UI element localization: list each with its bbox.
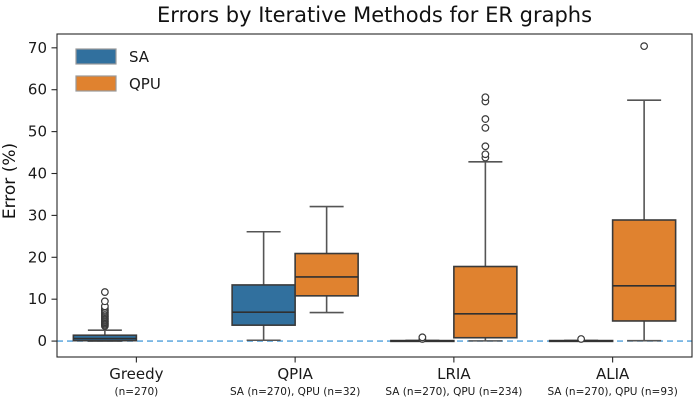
box-group-alia-qpu: [611, 42, 677, 342]
y-tick-label: 20: [28, 248, 47, 266]
x-category-label: ALIA: [596, 365, 630, 383]
y-tick-label: 10: [28, 290, 47, 308]
y-tick-label: 30: [28, 206, 47, 224]
box-group-qpia-sa: [231, 230, 296, 342]
outlier-point: [640, 42, 649, 51]
x-category-sublabel: (n=270): [115, 386, 159, 398]
outlier-point: [100, 288, 109, 296]
outlier-point: [481, 150, 490, 159]
iqr-box: [453, 265, 518, 339]
outlier-point: [418, 333, 427, 342]
box-group-greedy-sa: [72, 288, 138, 342]
x-category-label: LRIA: [437, 365, 471, 383]
box-group-lria-sa: [390, 333, 455, 343]
x-category-sublabel: SA (n=270), QPU (n=32): [230, 386, 360, 398]
legend-label-qpu: QPU: [129, 75, 161, 93]
outlier-point: [481, 142, 490, 151]
x-category-sublabel: SA (n=270), QPU (n=93): [547, 386, 677, 398]
box-group-lria-qpu: [453, 93, 518, 342]
outlier-point: [481, 115, 490, 123]
box-group-qpia-qpu: [294, 205, 359, 314]
iqr-box: [231, 284, 296, 326]
y-tick-label: 70: [28, 39, 47, 57]
plot-frame: [56, 33, 693, 358]
legend-swatch-sa: [75, 48, 117, 65]
iqr-box: [294, 252, 359, 297]
legend-swatch-qpu: [75, 75, 117, 92]
box-group-alia-sa: [548, 335, 614, 343]
y-tick-label: 40: [28, 165, 47, 183]
outlier-point: [100, 297, 109, 306]
y-tick-label: 0: [37, 332, 47, 350]
iqr-box: [611, 219, 677, 322]
outlier-point: [481, 93, 490, 102]
y-tick-label: 60: [28, 81, 47, 99]
x-category-label: Greedy: [109, 365, 163, 383]
outlier-point: [577, 335, 586, 343]
x-category-label: QPIA: [277, 365, 313, 383]
y-tick-label: 50: [28, 123, 47, 141]
chart-title: Errors by Iterative Methods for ER graph…: [156, 3, 593, 27]
outlier-point: [481, 123, 490, 132]
x-category-sublabel: SA (n=270), QPU (n=234): [385, 386, 522, 398]
legend-label-sa: SA: [129, 48, 150, 66]
